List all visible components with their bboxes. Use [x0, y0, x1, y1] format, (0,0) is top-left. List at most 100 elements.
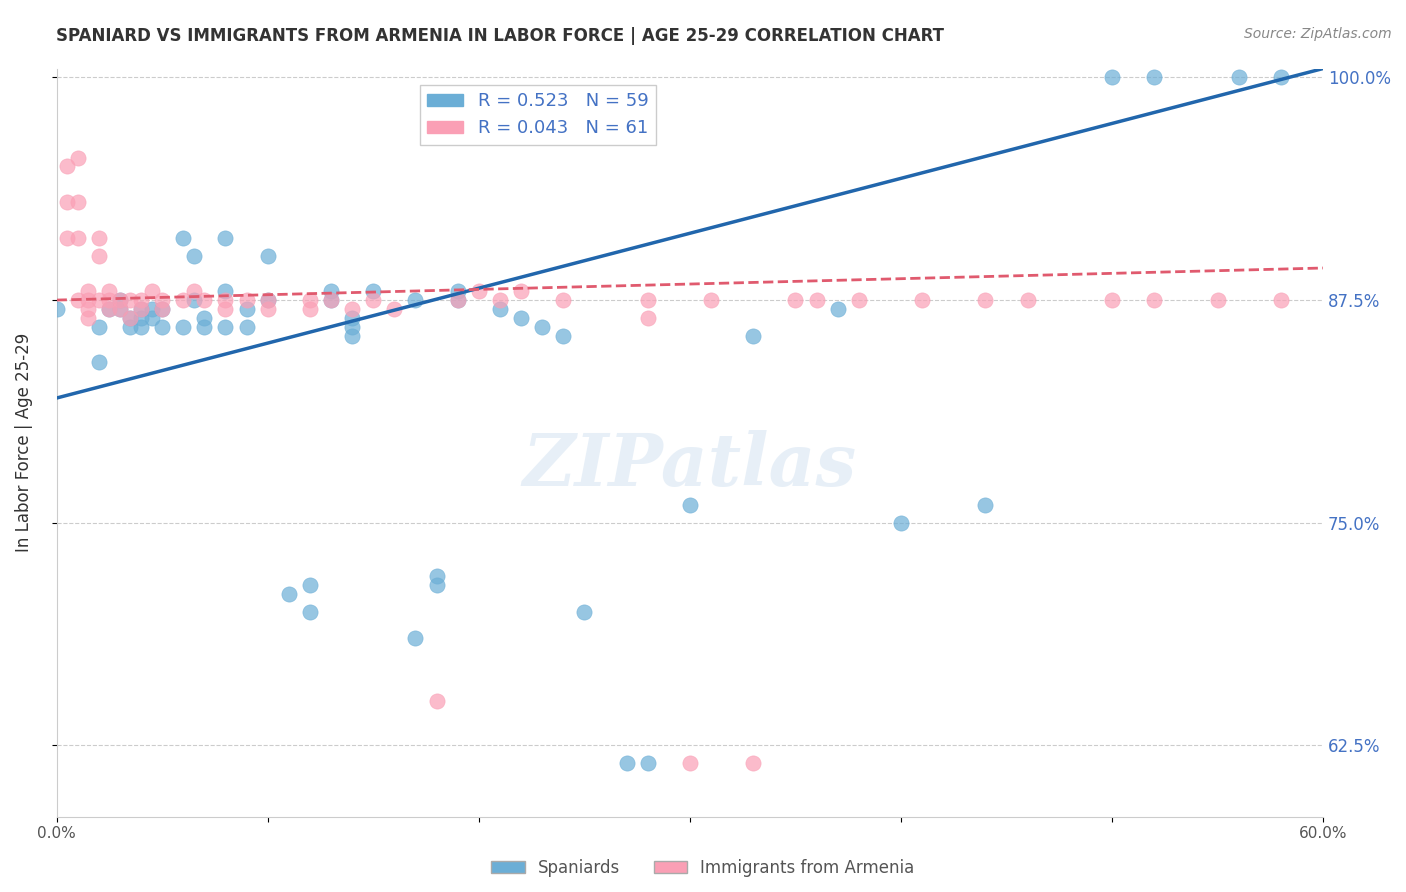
- Point: [404, 632, 426, 646]
- Point: [129, 301, 152, 316]
- Point: [426, 569, 449, 583]
- Point: [319, 284, 342, 298]
- Point: [679, 756, 702, 771]
- Point: [172, 293, 194, 307]
- Point: [256, 293, 278, 307]
- Point: [890, 516, 912, 530]
- Point: [141, 284, 163, 298]
- Point: [911, 293, 934, 307]
- Point: [298, 293, 321, 307]
- Point: [98, 284, 121, 298]
- Point: [120, 310, 142, 325]
- Point: [108, 301, 131, 316]
- Point: [235, 301, 257, 316]
- Y-axis label: In Labor Force | Age 25-29: In Labor Force | Age 25-29: [15, 333, 32, 552]
- Point: [298, 301, 321, 316]
- Point: [1101, 70, 1123, 85]
- Point: [150, 301, 173, 316]
- Point: [193, 310, 215, 325]
- Point: [150, 293, 173, 307]
- Point: [340, 310, 363, 325]
- Point: [214, 293, 236, 307]
- Point: [129, 310, 152, 325]
- Point: [214, 301, 236, 316]
- Point: [87, 319, 110, 334]
- Point: [700, 293, 723, 307]
- Point: [553, 328, 575, 343]
- Point: [319, 293, 342, 307]
- Point: [183, 248, 205, 262]
- Point: [1206, 293, 1229, 307]
- Point: [214, 319, 236, 334]
- Point: [1270, 70, 1292, 85]
- Point: [426, 578, 449, 592]
- Point: [806, 293, 828, 307]
- Point: [848, 293, 870, 307]
- Point: [319, 293, 342, 307]
- Point: [193, 293, 215, 307]
- Point: [235, 319, 257, 334]
- Point: [426, 694, 449, 708]
- Point: [298, 605, 321, 619]
- Point: [56, 160, 79, 174]
- Point: [172, 319, 194, 334]
- Point: [785, 293, 807, 307]
- Point: [637, 756, 659, 771]
- Point: [183, 293, 205, 307]
- Point: [637, 310, 659, 325]
- Point: [827, 301, 849, 316]
- Point: [108, 293, 131, 307]
- Point: [489, 301, 512, 316]
- Point: [679, 498, 702, 512]
- Point: [1101, 293, 1123, 307]
- Point: [361, 284, 384, 298]
- Point: [120, 293, 142, 307]
- Point: [1143, 293, 1166, 307]
- Point: [974, 293, 997, 307]
- Point: [141, 301, 163, 316]
- Point: [256, 301, 278, 316]
- Point: [1227, 70, 1250, 85]
- Point: [235, 293, 257, 307]
- Point: [120, 319, 142, 334]
- Point: [77, 284, 100, 298]
- Point: [56, 195, 79, 210]
- Point: [129, 319, 152, 334]
- Point: [298, 578, 321, 592]
- Point: [77, 301, 100, 316]
- Point: [489, 293, 512, 307]
- Point: [742, 756, 765, 771]
- Point: [361, 293, 384, 307]
- Point: [66, 195, 89, 210]
- Text: SPANIARD VS IMMIGRANTS FROM ARMENIA IN LABOR FORCE | AGE 25-29 CORRELATION CHART: SPANIARD VS IMMIGRANTS FROM ARMENIA IN L…: [56, 27, 945, 45]
- Point: [87, 231, 110, 245]
- Point: [120, 310, 142, 325]
- Point: [98, 301, 121, 316]
- Point: [66, 231, 89, 245]
- Point: [382, 301, 405, 316]
- Point: [98, 301, 121, 316]
- Point: [340, 328, 363, 343]
- Point: [108, 293, 131, 307]
- Point: [45, 301, 67, 316]
- Point: [340, 301, 363, 316]
- Point: [637, 293, 659, 307]
- Point: [193, 319, 215, 334]
- Text: ZIPatlas: ZIPatlas: [523, 430, 856, 500]
- Point: [150, 319, 173, 334]
- Point: [108, 301, 131, 316]
- Point: [1143, 70, 1166, 85]
- Point: [172, 231, 194, 245]
- Point: [183, 284, 205, 298]
- Point: [87, 248, 110, 262]
- Point: [616, 756, 638, 771]
- Point: [447, 284, 470, 298]
- Point: [531, 319, 554, 334]
- Point: [404, 293, 426, 307]
- Point: [66, 151, 89, 165]
- Point: [510, 310, 533, 325]
- Point: [66, 293, 89, 307]
- Point: [87, 293, 110, 307]
- Point: [77, 293, 100, 307]
- Point: [447, 293, 470, 307]
